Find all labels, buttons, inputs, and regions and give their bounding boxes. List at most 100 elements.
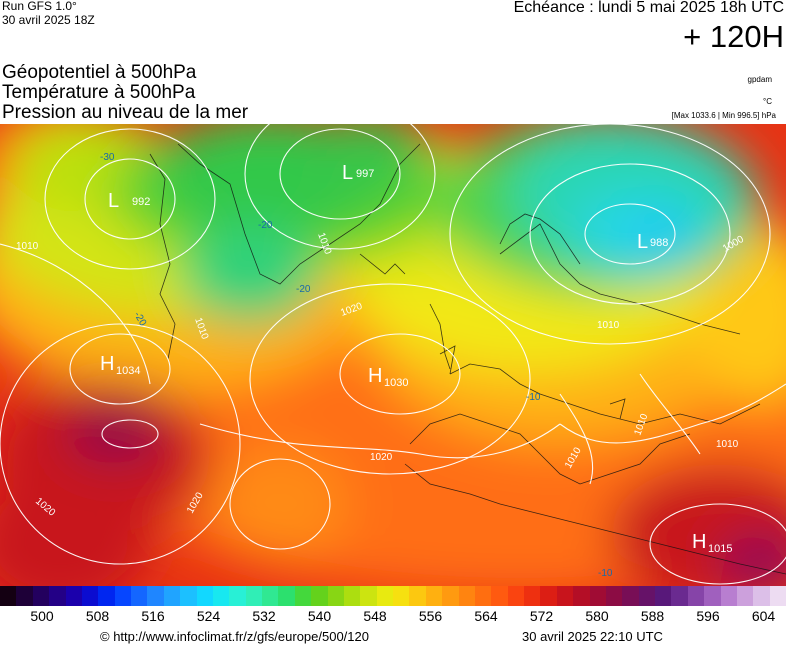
color-scale-tick: 596	[696, 608, 720, 624]
temperature-label: -20	[296, 284, 311, 295]
low-center-label: L	[342, 162, 353, 184]
color-scale-tick: 508	[85, 608, 110, 624]
geopotential-field	[0, 124, 786, 586]
high-center-value: 1015	[708, 543, 732, 555]
color-scale-tick: 588	[640, 608, 665, 624]
color-scale-swatch	[393, 586, 410, 606]
color-scale-swatch	[360, 586, 378, 606]
color-scale-tick: 532	[252, 608, 276, 624]
isobar-label: 1020	[370, 452, 393, 463]
color-scale-swatch	[180, 586, 197, 606]
low-center-label: L	[637, 231, 648, 253]
valid-time: Echéance : lundi 5 mai 2025 18h UTC	[513, 0, 784, 16]
color-scale-swatch	[147, 586, 165, 606]
color-scale-swatch	[49, 586, 66, 606]
color-scale-swatch	[294, 586, 312, 606]
isobar-label: 1010	[716, 439, 739, 450]
color-scale-swatch	[425, 586, 443, 606]
color-scale-swatch	[212, 586, 230, 606]
color-scale-swatch	[245, 586, 263, 606]
color-scale-tick: 548	[363, 608, 387, 624]
run-date: 30 avril 2025 18Z	[2, 13, 95, 27]
low-center-label: L	[108, 190, 119, 212]
color-scale-swatch	[376, 586, 394, 606]
color-scale-swatch	[524, 586, 541, 606]
high-center-label: H	[692, 531, 706, 553]
color-scale-swatch	[655, 586, 672, 606]
title-pressure: Pression au niveau de la mer	[2, 102, 249, 123]
color-scale-swatch	[474, 586, 492, 606]
color-scale-swatch	[671, 586, 689, 606]
color-scale-swatch	[769, 586, 786, 606]
color-scale-tick: 604	[751, 608, 776, 624]
color-scale-swatch	[81, 586, 99, 606]
color-scale-tick: 572	[529, 608, 554, 624]
color-scale-swatch	[491, 586, 509, 606]
color-scale-labels: 500 508 516 524 532 540 548 556 564 572 580 588 596 6…	[0, 608, 786, 626]
color-scale-swatch	[556, 586, 574, 606]
low-center-value: 988	[650, 237, 668, 249]
color-scale-swatch	[704, 586, 721, 606]
low-center-value: 992	[132, 196, 150, 208]
color-scale-swatch	[638, 586, 656, 606]
color-scale-swatch	[343, 586, 361, 606]
color-scale-tick: 564	[474, 608, 498, 624]
color-scale-swatch	[589, 586, 607, 606]
color-scale-swatch	[327, 586, 345, 606]
color-scale-swatch	[442, 586, 459, 606]
color-scale-swatch	[573, 586, 590, 606]
color-scale-tick: 524	[196, 608, 221, 624]
color-scale-swatch	[736, 586, 754, 606]
low-center-value: 997	[356, 168, 374, 180]
color-scale-swatch	[196, 586, 214, 606]
color-scale-tick: 580	[585, 608, 609, 624]
color-scale-swatch	[131, 586, 148, 606]
coastlines	[149, 143, 786, 575]
color-scale-tick: 500	[30, 608, 54, 624]
high-center-label: H	[100, 353, 114, 375]
title-geopotential: Géopotentiel à 500hPa	[2, 62, 197, 83]
title-temperature: Température à 500hPa	[2, 82, 196, 103]
color-scale-swatch	[622, 586, 640, 606]
color-scale-swatch	[720, 586, 738, 606]
isobars	[0, 124, 786, 585]
unit-geopotential: gpdam	[747, 75, 772, 84]
color-scale-swatch	[0, 586, 17, 606]
color-scale-swatch	[687, 586, 705, 606]
color-scale-swatch	[540, 586, 558, 606]
color-scale-swatch	[753, 586, 771, 606]
color-scale-swatch	[311, 586, 328, 606]
unit-temperature: °C	[763, 97, 772, 106]
high-center-label: H	[368, 365, 382, 387]
high-center-value: 1034	[116, 365, 140, 377]
isobar-label: 1010	[16, 241, 39, 252]
lead-time: + 120H	[683, 19, 784, 54]
color-scale-swatch	[458, 586, 476, 606]
weather-map: L 992 L 997 L 988 H 1034 H 1030 H 1015 1…	[0, 124, 786, 586]
color-scale-swatch	[278, 586, 296, 606]
generated-date: 30 avril 2025 22:10 UTC	[522, 629, 663, 644]
color-scale-swatch	[507, 586, 525, 606]
temperature-label: -10	[598, 568, 613, 579]
color-scale-swatch	[16, 586, 34, 606]
color-scale-swatch	[409, 586, 427, 606]
color-scale-swatch	[65, 586, 83, 606]
color-scale-swatch	[98, 586, 116, 606]
pressure-centers: L 992 L 997 L 988 H 1034 H 1030 H 1015	[100, 162, 732, 555]
color-scale-swatch	[32, 586, 50, 606]
isobar-label: 1010	[597, 320, 620, 331]
color-scale-swatch	[163, 586, 181, 606]
run-label: Run GFS 1.0°	[2, 0, 77, 13]
color-scale-tick: 540	[307, 608, 332, 624]
color-scale-tick: 556	[418, 608, 443, 624]
temperature-label: -10	[526, 392, 541, 403]
source-url: © http://www.infoclimat.fr/z/gfs/europe/…	[100, 629, 369, 644]
pressure-max-min: [Max 1033.6 | Min 996.5] hPa	[671, 111, 776, 120]
color-scale-bar	[0, 586, 786, 606]
temperature-label: -20	[258, 220, 273, 231]
temperature-label: -30	[100, 152, 115, 163]
color-scale-tick: 516	[141, 608, 165, 624]
color-scale-swatch	[229, 586, 247, 606]
color-scale-swatch	[605, 586, 623, 606]
high-center-value: 1030	[384, 377, 408, 389]
